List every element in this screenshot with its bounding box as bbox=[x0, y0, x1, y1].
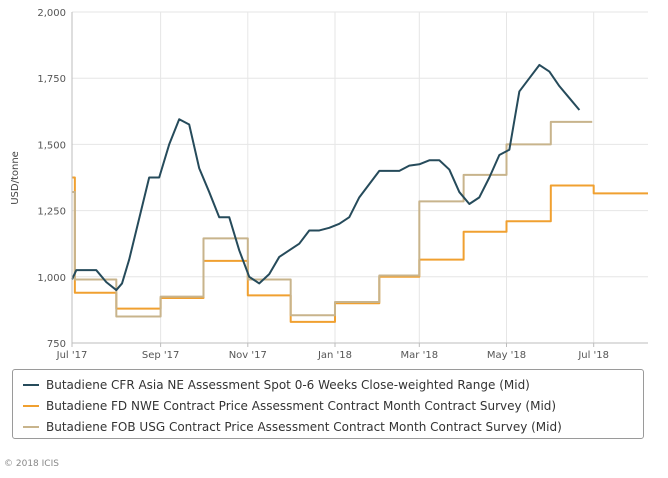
legend-swatch-asia bbox=[23, 383, 39, 386]
y-tick-label: 1,500 bbox=[37, 140, 66, 151]
x-tick-label: Mar '18 bbox=[401, 350, 439, 361]
legend-label: Butadiene FOB USG Contract Price Assessm… bbox=[46, 419, 562, 434]
series-line-0[interactable] bbox=[71, 63, 581, 292]
y-axis-label: USD/tonne bbox=[10, 151, 21, 205]
legend-swatch-nwe bbox=[23, 404, 39, 407]
grid bbox=[71, 11, 648, 344]
x-tick-label: Nov '17 bbox=[229, 350, 267, 361]
legend-label: Butadiene FD NWE Contract Price Assessme… bbox=[46, 398, 557, 413]
series-line-1[interactable] bbox=[72, 176, 648, 323]
y-tick-label: 1,000 bbox=[37, 273, 66, 284]
x-tick-label: Jan '18 bbox=[317, 350, 352, 361]
x-tick-label: Sep '17 bbox=[142, 350, 180, 361]
legend-label: Butadiene CFR Asia NE Assessment Spot 0-… bbox=[46, 377, 530, 392]
y-tick-label: 1,250 bbox=[37, 207, 66, 218]
axes bbox=[71, 12, 648, 344]
y-tick-label: 2,000 bbox=[37, 8, 66, 19]
legend-swatch-usg bbox=[23, 425, 39, 428]
x-tick-label: Jul '18 bbox=[577, 350, 609, 361]
x-tick-label: May '18 bbox=[487, 350, 526, 361]
y-tick-label: 750 bbox=[47, 339, 66, 350]
series-line-2[interactable] bbox=[72, 120, 593, 318]
legend-item[interactable]: Butadiene CFR Asia NE Assessment Spot 0-… bbox=[23, 374, 633, 395]
legend: Butadiene CFR Asia NE Assessment Spot 0-… bbox=[12, 369, 644, 439]
series-layer bbox=[71, 63, 648, 323]
copyright-text: © 2018 ICIS bbox=[4, 459, 59, 469]
y-ticks: 750 1,000 1,250 1,500 1,750 2,000 bbox=[37, 8, 66, 350]
x-tick-label: Jul '17 bbox=[56, 350, 88, 361]
x-ticks: Jul '17 Sep '17 Nov '17 Jan '18 Mar '18 May '… bbox=[56, 343, 609, 361]
y-tick-label: 1,750 bbox=[37, 74, 66, 85]
legend-item[interactable]: Butadiene FD NWE Contract Price Assessme… bbox=[23, 395, 633, 416]
legend-item[interactable]: Butadiene FOB USG Contract Price Assessm… bbox=[23, 416, 633, 437]
